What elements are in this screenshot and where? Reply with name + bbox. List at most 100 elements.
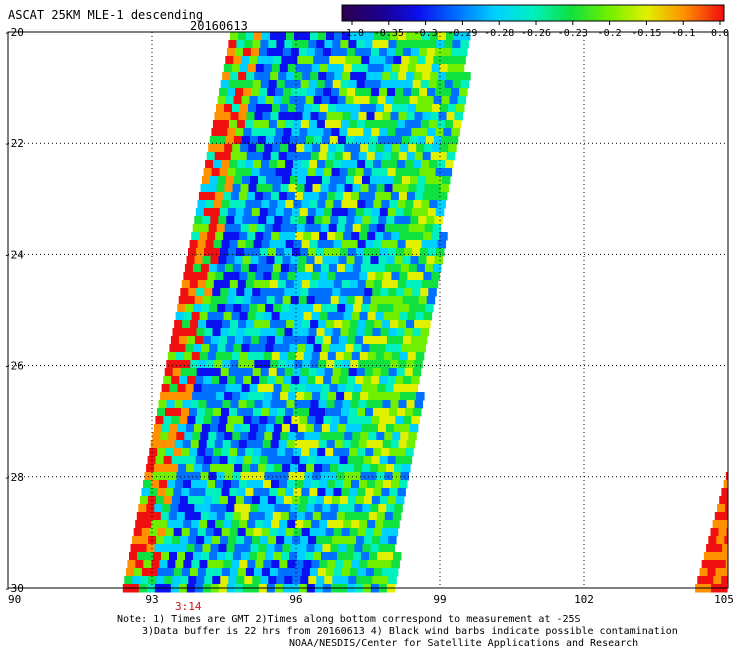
swath-cell [260, 328, 269, 337]
swath-cell [224, 224, 234, 233]
swath-cell [316, 536, 325, 545]
swath-cell [193, 304, 202, 313]
swath-cell [226, 296, 236, 305]
swath-cell [202, 256, 211, 265]
swath-cell [457, 96, 467, 105]
swath-cell [714, 512, 724, 521]
swath-cell [425, 304, 434, 313]
swath-cell [249, 344, 258, 353]
swath-cell [440, 104, 449, 113]
swath-cell [310, 320, 319, 329]
swath-cell [372, 80, 382, 89]
swath-cell [406, 360, 415, 369]
swath-cell [239, 480, 248, 489]
swath-cell [255, 312, 265, 321]
swath-cell [354, 504, 363, 513]
swath-cell [335, 480, 344, 489]
swath-cell [232, 512, 242, 521]
swath-cell [240, 264, 250, 273]
swath-cell [351, 560, 360, 569]
swath-cell [353, 304, 362, 313]
swath-cell [285, 448, 294, 457]
swath-cell [401, 384, 411, 393]
swath-cell [380, 80, 390, 89]
swath-cell [287, 272, 296, 281]
swath-cell [180, 576, 189, 585]
swath-cell [257, 552, 266, 561]
swath-cell [326, 112, 335, 121]
swath-cell [416, 104, 425, 113]
swath-cell [270, 360, 279, 369]
swath-cell [427, 208, 437, 217]
swath-cell [386, 336, 396, 345]
swath-cell [358, 440, 368, 449]
swath-cell [349, 408, 358, 417]
swath-cell [295, 352, 305, 361]
swath-cell [269, 528, 279, 537]
swath-cell [409, 424, 419, 433]
swath-cell [386, 48, 396, 57]
swath-cell [358, 400, 367, 409]
swath-cell [332, 576, 341, 585]
swath-cell [270, 320, 279, 329]
swath-cell [317, 528, 327, 537]
swath-cell [180, 288, 189, 297]
swath-cell [405, 240, 415, 249]
swath-cell [329, 96, 339, 105]
swath-cell [268, 368, 278, 377]
swath-cell [367, 560, 376, 569]
swath-cell [317, 568, 327, 577]
swath-cell [321, 424, 331, 433]
swath-cell [221, 408, 230, 417]
swath-cell [334, 32, 343, 41]
swath-cell [403, 88, 412, 97]
swath-cell [424, 144, 433, 153]
swath-cell [209, 344, 218, 353]
swath-cell [367, 64, 377, 73]
swath-cell [247, 272, 256, 281]
swath-cell [325, 160, 334, 169]
latitude-label: -22 [4, 137, 24, 150]
swath-cell [324, 536, 333, 545]
swath-cell [359, 480, 368, 489]
swath-cell [238, 320, 247, 329]
swath-cell [381, 528, 391, 537]
swath-cell [259, 128, 268, 137]
swath-cell [190, 400, 199, 409]
swath-cell [284, 248, 293, 257]
swath-cell [383, 232, 392, 241]
swath-cell [404, 328, 413, 337]
swath-cell [339, 88, 348, 97]
colorbar [341, 4, 725, 22]
swath-cell [278, 152, 288, 161]
swath-cell [309, 448, 318, 457]
swath-cell [319, 480, 328, 489]
swath-cell [711, 552, 721, 561]
swath-cell [318, 360, 327, 369]
swath-cell [364, 288, 373, 297]
swath-cell [322, 256, 331, 265]
swath-cell [222, 320, 231, 329]
swath-cell [177, 304, 186, 313]
swath-cell [278, 440, 288, 449]
swath-cell [374, 192, 384, 201]
swath-cell [369, 384, 379, 393]
swath-cell [191, 352, 201, 361]
swath-cell [368, 472, 377, 481]
swath-cell [216, 472, 225, 481]
swath-cell [293, 568, 303, 577]
swath-cell [202, 336, 212, 345]
swath-cell [274, 216, 283, 225]
swath-cell [168, 392, 177, 401]
swath-cell [281, 304, 290, 313]
swath-cell [283, 208, 293, 217]
swath-cell [340, 536, 349, 545]
swath-cell [707, 568, 716, 577]
swath-cell [406, 400, 415, 409]
swath-cell [364, 576, 373, 585]
swath-cell [306, 176, 315, 185]
swath-cell [247, 520, 256, 529]
swath-cell [298, 464, 307, 473]
swath-cell [371, 128, 380, 137]
swath-cell [381, 200, 390, 209]
